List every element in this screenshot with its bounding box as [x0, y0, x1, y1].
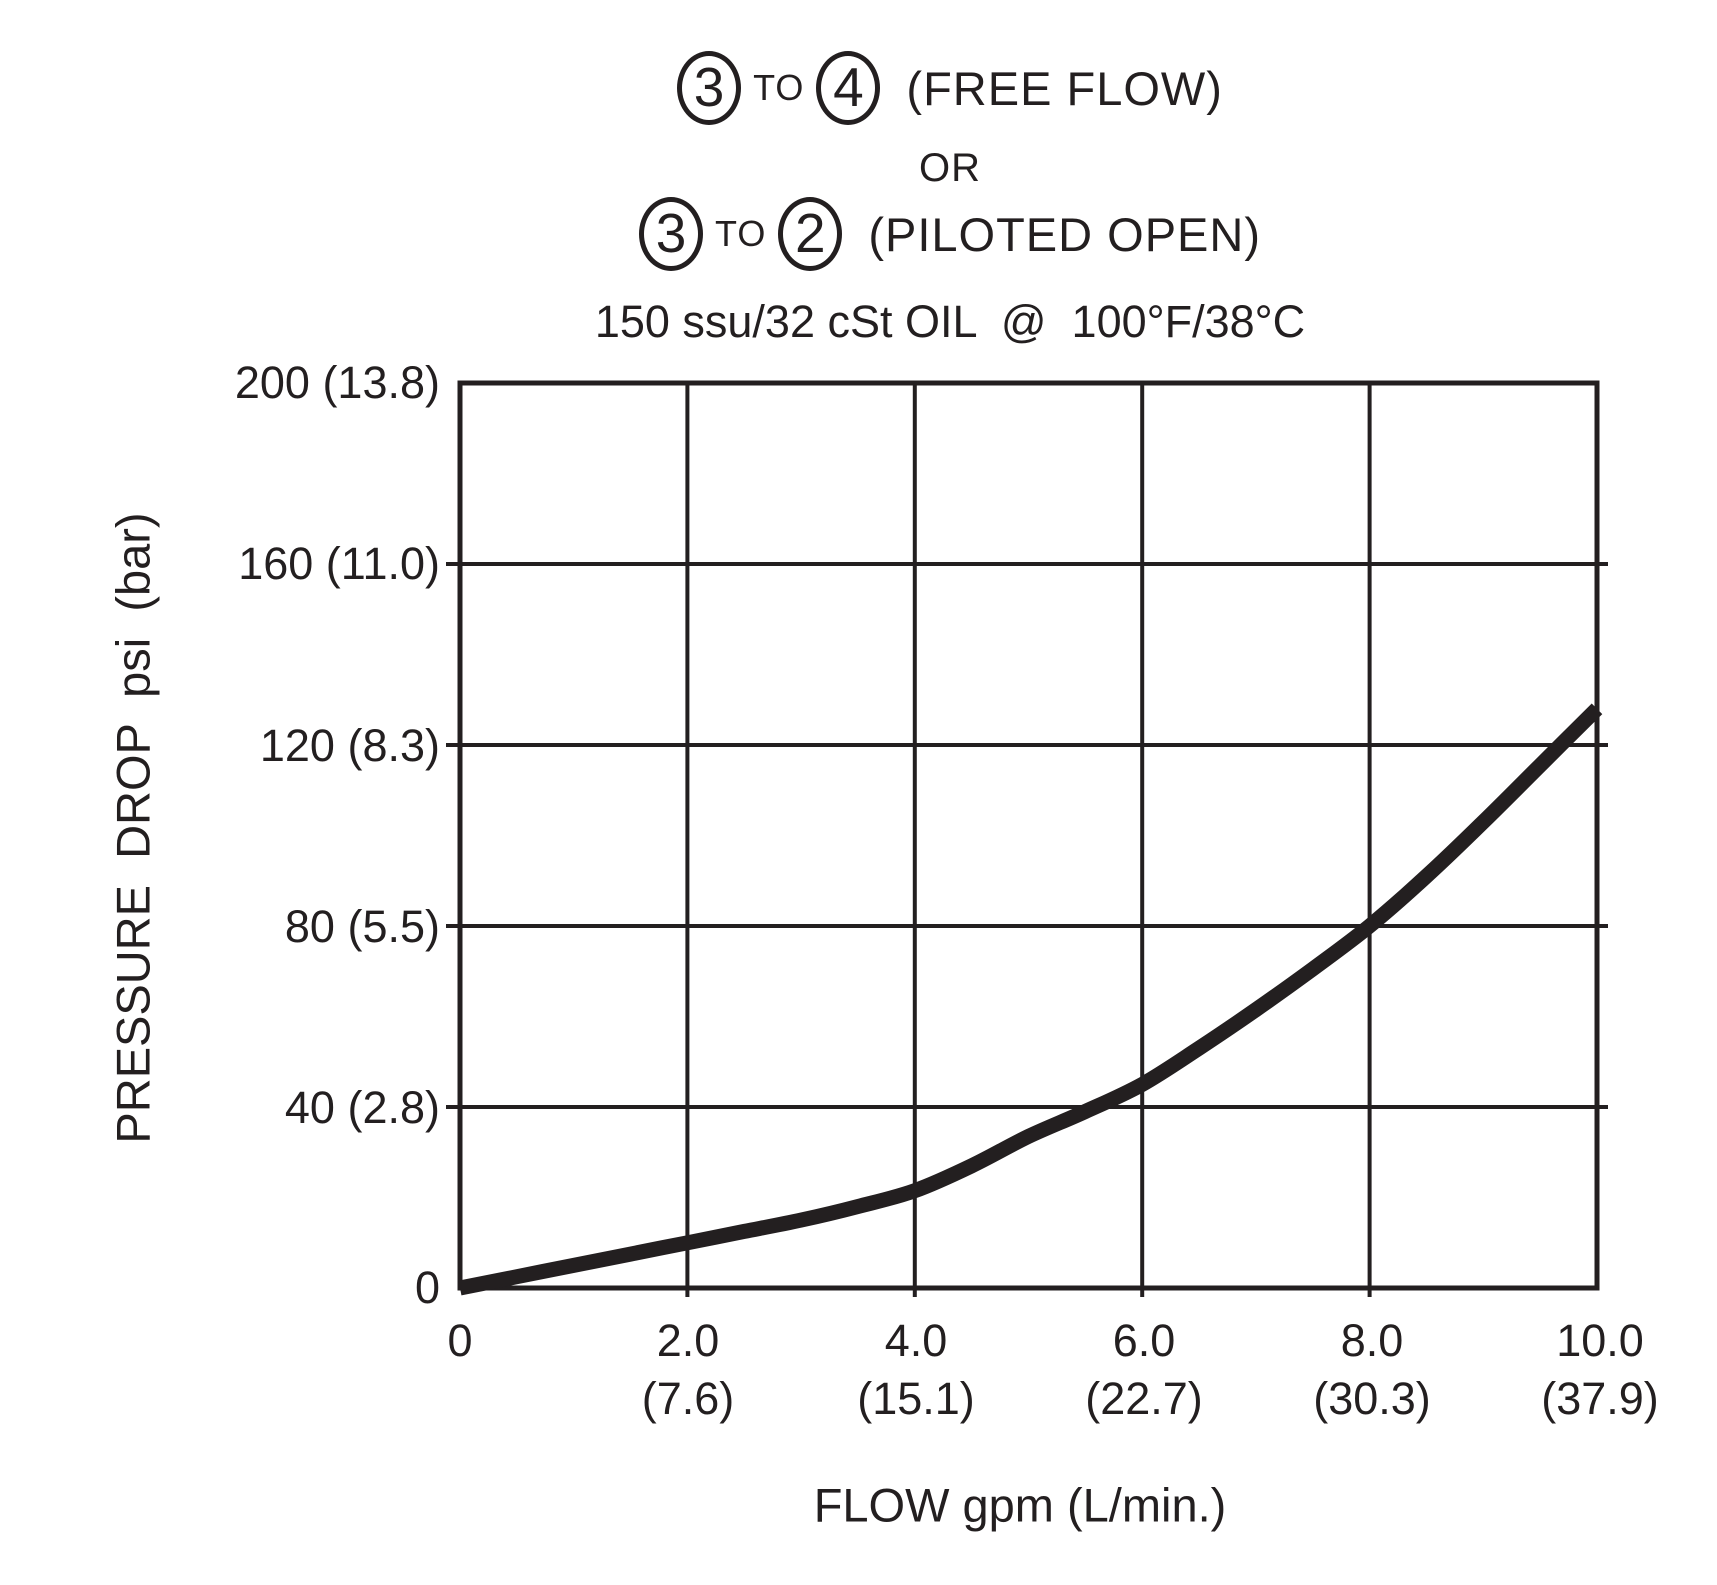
- x-axis-title: FLOW gpm (L/min.): [813, 1478, 1227, 1532]
- y-tick-label: 40 (2.8): [284, 1082, 440, 1133]
- chart-title-line-2: 3 TO 2 (PILOTED OPEN): [92, 194, 1717, 274]
- y-tick-label: 200 (13.8): [234, 357, 440, 408]
- port-3-circle: 3: [677, 51, 742, 125]
- connector-text: TO: [714, 213, 767, 254]
- connector-text: TO: [753, 67, 805, 108]
- port-3-circle: 3: [638, 197, 703, 271]
- pressure-drop-curve: [458, 703, 1603, 1296]
- oil-condition-subtitle: 150 ssu/32 cSt OIL @ 100°F/38°C: [594, 296, 1306, 347]
- y-tick-label: 80 (5.5): [284, 901, 440, 952]
- x-tick-label: 6.0 (22.7): [1085, 1315, 1203, 1424]
- chart-title-line-1: 3 TO 4 (FREE FLOW): [92, 48, 1717, 128]
- y-tick-label: 0: [414, 1262, 440, 1313]
- or-text: OR: [919, 146, 981, 190]
- y-tick-label: 120 (8.3): [259, 720, 440, 771]
- port-2-circle: 2: [778, 197, 843, 271]
- x-tick-label: 8.0 (30.3): [1313, 1315, 1431, 1424]
- y-tick-label: 160 (11.0): [238, 538, 440, 589]
- free-flow-label: (FREE FLOW): [906, 61, 1223, 115]
- x-tick-label: 2.0 (7.6): [641, 1315, 735, 1424]
- port-4-circle: 4: [816, 51, 881, 125]
- piloted-open-label: (PILOTED OPEN): [868, 207, 1261, 261]
- plot-frame: [457, 380, 1600, 1291]
- x-tick-label: 10.0 (37.9): [1541, 1315, 1659, 1424]
- x-tick-label: 4.0 (15.1): [857, 1315, 975, 1424]
- grid-lines: [446, 383, 1608, 1297]
- x-tick-label: 0: [447, 1315, 473, 1366]
